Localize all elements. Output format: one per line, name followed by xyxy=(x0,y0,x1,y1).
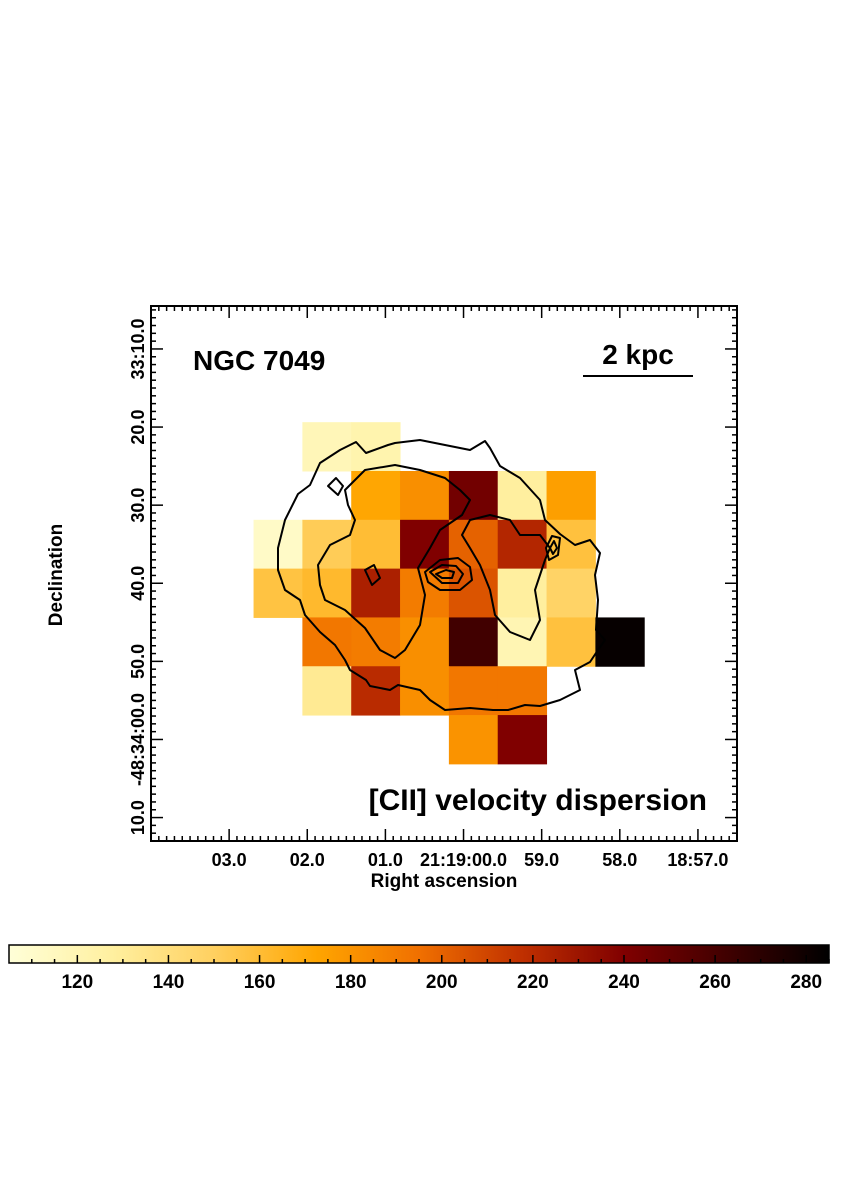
contour-blob-1 xyxy=(327,477,344,496)
heatmap-cell xyxy=(497,519,548,570)
heatmap-cell xyxy=(302,519,352,570)
colorbar-tick-label: 120 xyxy=(61,972,93,993)
flux-contours xyxy=(277,439,606,711)
colorbar-tick-label: 160 xyxy=(244,972,276,993)
contour-core-2 xyxy=(429,564,464,584)
colorbar-tick-label: 280 xyxy=(790,972,822,993)
contour-inner-left xyxy=(317,464,471,659)
x-tick-label: 21:19:00.0 xyxy=(420,850,507,870)
heatmap-cell xyxy=(546,470,596,521)
x-tick-label: 18:57.0 xyxy=(667,850,728,870)
heatmap-cell xyxy=(546,568,596,618)
y-tick-label: 40.0 xyxy=(128,566,148,601)
contour-outer xyxy=(277,439,606,711)
axis-ticks xyxy=(151,306,737,841)
colorbar-tick-labels: 120 140 160 180 200 220 240 260 280 xyxy=(61,972,822,993)
y-tick-label: 30.0 xyxy=(128,488,148,523)
y-tick-label: -48:34:00.0 xyxy=(128,693,148,786)
heatmap-cell xyxy=(400,470,450,521)
heatmap-cells xyxy=(253,422,645,765)
heatmap-cell xyxy=(253,568,303,618)
heatmap-cell xyxy=(351,617,401,667)
heatmap-cell xyxy=(400,519,450,570)
map-label: [CII] velocity dispersion xyxy=(369,784,707,817)
contour-knot-1 xyxy=(545,535,561,561)
heatmap-cell xyxy=(497,666,548,716)
heatmap-cell xyxy=(497,617,548,667)
plot-frame xyxy=(150,305,738,842)
heatmap-cell xyxy=(351,519,401,570)
colorbar-tick-label: 240 xyxy=(608,972,640,993)
contour-inner-right xyxy=(461,514,551,641)
heatmap-cell xyxy=(448,617,499,667)
heatmap-cell xyxy=(448,715,499,765)
heatmap-cell xyxy=(302,666,352,716)
y-tick-labels: 10.0 -48:34:00.0 50.0 40.0 30.0 20.0 33:10.0 xyxy=(128,318,148,835)
colorbar-tick-label: 140 xyxy=(153,972,185,993)
heatmap-cell xyxy=(351,470,401,521)
scale-bar-label: 2 kpc xyxy=(602,339,674,370)
heatmap-cell xyxy=(351,422,401,472)
x-tick-label: 03.0 xyxy=(212,850,247,870)
y-tick-label: 10.0 xyxy=(128,800,148,835)
object-label: NGC 7049 xyxy=(193,345,325,376)
heatmap-cell xyxy=(546,617,596,667)
x-tick-label: 01.0 xyxy=(368,850,403,870)
heatmap-cell xyxy=(400,617,450,667)
colorbar-tick-label: 260 xyxy=(699,972,731,993)
x-tick-labels: 03.0 02.0 01.0 21:19:00.0 59.0 58.0 18:57.0 xyxy=(212,850,729,870)
y-axis-label: Declination xyxy=(46,524,67,626)
x-tick-label: 58.0 xyxy=(602,850,637,870)
contour-core-3 xyxy=(435,569,455,579)
heatmap-cell xyxy=(448,470,499,521)
contour-blob-2 xyxy=(364,564,381,586)
colorbar-ticks xyxy=(31,955,830,963)
heatmap-cell xyxy=(497,470,548,521)
y-tick-label: 33:10.0 xyxy=(128,318,148,379)
heatmap-cell xyxy=(351,666,401,716)
heatmap-cell xyxy=(302,422,352,472)
heatmap-cell xyxy=(497,715,548,765)
contour-knot-2 xyxy=(549,540,558,555)
y-tick-label: 20.0 xyxy=(128,410,148,445)
colorbar-tick-label: 200 xyxy=(426,972,458,993)
x-axis-label: Right ascension xyxy=(371,871,518,892)
colorbar-tick-label: 220 xyxy=(517,972,549,993)
x-tick-label: 59.0 xyxy=(524,850,559,870)
colorbar-tick-label: 180 xyxy=(335,972,367,993)
x-tick-label: 02.0 xyxy=(290,850,325,870)
heatmap-cell xyxy=(351,568,401,618)
heatmap-cell xyxy=(448,519,499,570)
contour-core-1 xyxy=(424,557,473,591)
y-tick-label: 50.0 xyxy=(128,644,148,679)
